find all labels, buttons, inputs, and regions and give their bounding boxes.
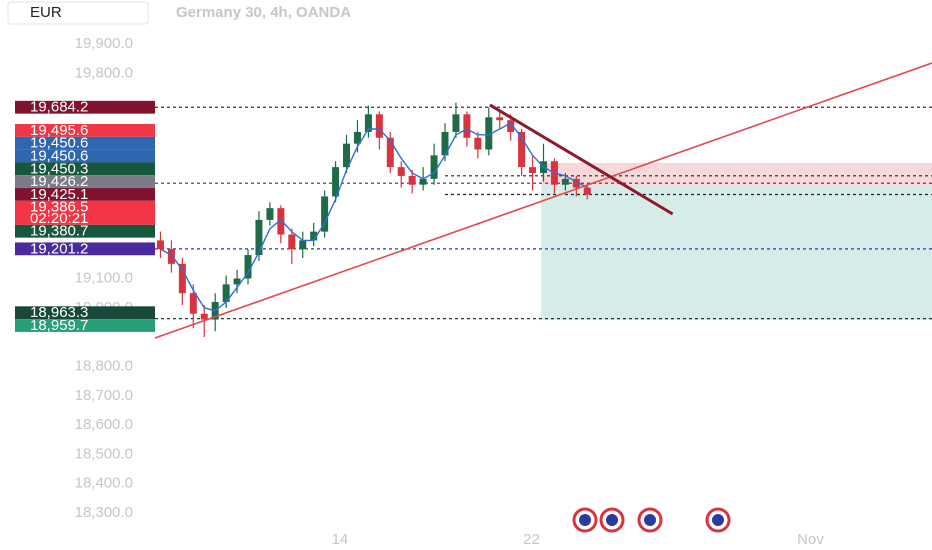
price-tag-label: 19,495.6 <box>30 122 88 139</box>
candle-body <box>572 178 580 188</box>
x-tick-label: Nov <box>797 531 824 548</box>
event-icon <box>644 514 656 526</box>
candle-body <box>375 114 383 138</box>
price-tag <box>15 224 155 238</box>
price-tag <box>15 136 155 150</box>
candle-body <box>266 208 274 220</box>
event-icon <box>579 514 591 526</box>
candle-body <box>255 219 263 256</box>
price-tag-label: 19,426.2 <box>30 173 88 190</box>
price-tag <box>15 188 155 201</box>
candle-body <box>167 249 175 264</box>
candle-body <box>474 137 482 150</box>
countdown: 02:20:21 <box>30 210 88 227</box>
price-tag <box>15 149 155 163</box>
candle-body <box>507 120 515 132</box>
price-tag <box>15 162 155 176</box>
candle-body <box>277 208 285 235</box>
price-tag <box>15 200 155 225</box>
candle-body <box>408 175 416 185</box>
y-tick-label: 18,300.0 <box>75 504 133 521</box>
candle-body <box>288 234 296 250</box>
candle-body <box>310 231 318 241</box>
price-tag-label: 19,684.2 <box>30 99 88 116</box>
price-tag-label: 19,386.5 <box>30 198 88 215</box>
candle-body <box>518 131 526 168</box>
candle-body <box>364 114 372 132</box>
price-tag-label: 18,959.7 <box>30 317 88 334</box>
event-icon <box>606 514 618 526</box>
price-tag-label: 19,450.6 <box>30 148 88 165</box>
price-tag <box>15 306 155 320</box>
candle-body <box>529 167 537 173</box>
event-icons[interactable] <box>572 507 731 533</box>
y-tick-label: 18,600.0 <box>75 416 133 433</box>
candle-body <box>561 178 569 185</box>
y-tick-label: 18,400.0 <box>75 475 133 492</box>
candle-body <box>485 117 493 150</box>
candle-body <box>397 167 405 176</box>
candle-body <box>332 167 340 197</box>
candle-body <box>244 255 252 279</box>
candle-body <box>299 240 307 250</box>
price-tag <box>15 319 155 332</box>
price-tag <box>15 175 155 189</box>
candle-body <box>189 293 197 314</box>
candle-body <box>419 178 427 185</box>
y-tick-label: 19,900.0 <box>75 35 133 52</box>
candle-body <box>463 114 471 138</box>
y-tick-label: 18,700.0 <box>75 387 133 404</box>
candle-body <box>343 143 351 168</box>
price-tag <box>15 100 155 114</box>
price-tag-label: 19,380.7 <box>30 223 88 240</box>
candle-body <box>178 263 186 294</box>
price-tag-label: 19,425.1 <box>30 186 88 203</box>
price-tag-label: 19,450.6 <box>30 135 88 152</box>
candle-body <box>583 187 591 195</box>
candle-body <box>353 131 361 144</box>
y-tick-label: 18,500.0 <box>75 445 133 462</box>
candle-body <box>430 155 438 179</box>
candle-body <box>200 313 208 320</box>
trendline <box>154 62 932 339</box>
price-tag-label: 18,963.3 <box>30 304 88 321</box>
candle-body <box>222 284 230 302</box>
price-tag-label: 19,450.3 <box>30 160 88 177</box>
x-tick-label: 22 <box>523 531 540 548</box>
price-tag <box>15 124 155 137</box>
y-tick-label: 19,100.0 <box>75 269 133 286</box>
candle-body <box>452 114 460 132</box>
symbol-box[interactable] <box>7 1 149 25</box>
candle-body <box>496 117 504 121</box>
trendline <box>489 103 674 216</box>
y-tick-label: 19,800.0 <box>75 64 133 81</box>
event-icon <box>712 514 724 526</box>
candle-body <box>321 196 329 232</box>
price-tag <box>15 242 155 256</box>
candle-body <box>386 137 394 168</box>
y-tick-label: 18,800.0 <box>75 357 133 374</box>
symbol: EUR <box>30 4 62 21</box>
x-tick-label: 14 <box>332 531 349 548</box>
candle-body <box>233 278 241 285</box>
candle-body <box>156 240 164 250</box>
chart-title: Germany 30, 4h, OANDA <box>176 4 351 21</box>
position-zone <box>541 163 932 185</box>
position-zone <box>541 184 932 321</box>
plot: 19,900.019,800.019,100.019,000.018,800.0… <box>15 35 932 548</box>
price-tag-label: 19,201.2 <box>30 240 88 257</box>
moving-average <box>160 122 588 312</box>
candle-body <box>441 131 449 156</box>
